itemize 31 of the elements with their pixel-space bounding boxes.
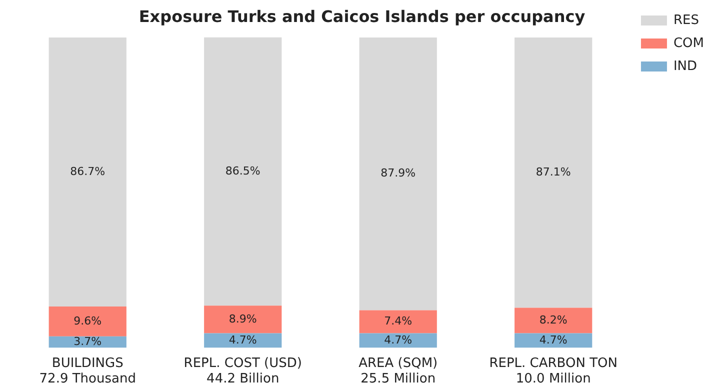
bar (514, 38, 592, 308)
x-tick-label: AREA (SQM) 25.5 Million (358, 356, 438, 387)
chart-title: Exposure Turks and Caicos Islands per occupancy (138, 6, 586, 26)
data-label: 4.7% (539, 333, 568, 346)
x-tick-label: REPL. COST (USD) 44.2 Billion (184, 356, 302, 387)
bar (514, 333, 592, 348)
data-label: 7.4% (384, 314, 412, 328)
bar (359, 38, 437, 310)
bar (359, 310, 437, 334)
bar (359, 333, 437, 348)
legend-label: COM (673, 36, 704, 51)
data-label: 87.9% (380, 166, 416, 180)
data-label: 4.7% (384, 333, 412, 346)
data-label: 86.7% (70, 164, 106, 178)
data-label: 8.2% (539, 313, 568, 326)
legend-label: IND (673, 58, 698, 74)
bar (48, 38, 126, 307)
data-label: 87.1% (536, 166, 571, 178)
bar (48, 306, 126, 336)
data-label: 9.6% (74, 314, 102, 328)
bar (204, 37, 282, 306)
data-label: 8.9% (228, 312, 257, 326)
data-label: 86.5% (225, 164, 260, 178)
bar (514, 308, 592, 334)
data-label: 4.7% (228, 333, 257, 346)
data-label: 3.7% (74, 334, 102, 348)
x-tick-label: REPL. CARBON TON 10.0 Million (489, 356, 618, 387)
bar (204, 333, 282, 348)
bar (204, 306, 282, 334)
legend-label: RES (673, 12, 699, 28)
x-tick-label: BUILDINGS 72.9 Thousand (39, 356, 136, 387)
